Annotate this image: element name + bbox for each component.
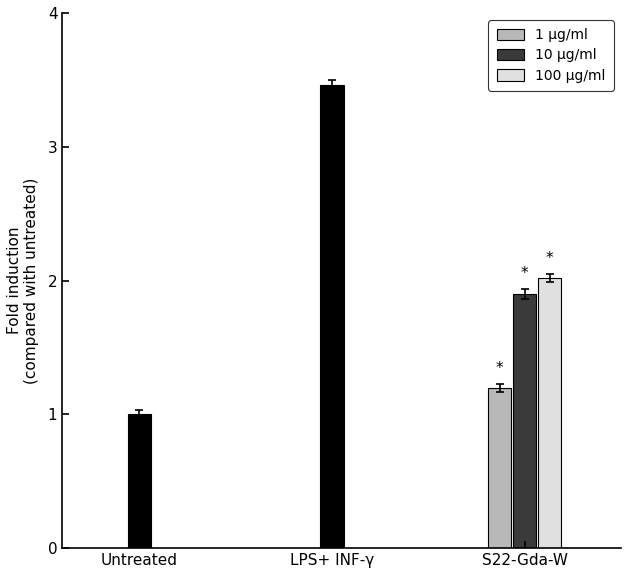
Y-axis label: Fold induction
(compared with untreated): Fold induction (compared with untreated)	[7, 177, 40, 384]
Bar	[320, 85, 344, 548]
Bar	[128, 415, 151, 548]
Text: *: *	[546, 251, 553, 266]
Legend: 1 μg/ml, 10 μg/ml, 100 μg/ml: 1 μg/ml, 10 μg/ml, 100 μg/ml	[488, 20, 614, 91]
Bar	[538, 278, 561, 548]
Text: *: *	[496, 361, 504, 375]
Text: *: *	[521, 266, 529, 281]
Bar	[488, 388, 511, 548]
Bar	[513, 294, 536, 548]
